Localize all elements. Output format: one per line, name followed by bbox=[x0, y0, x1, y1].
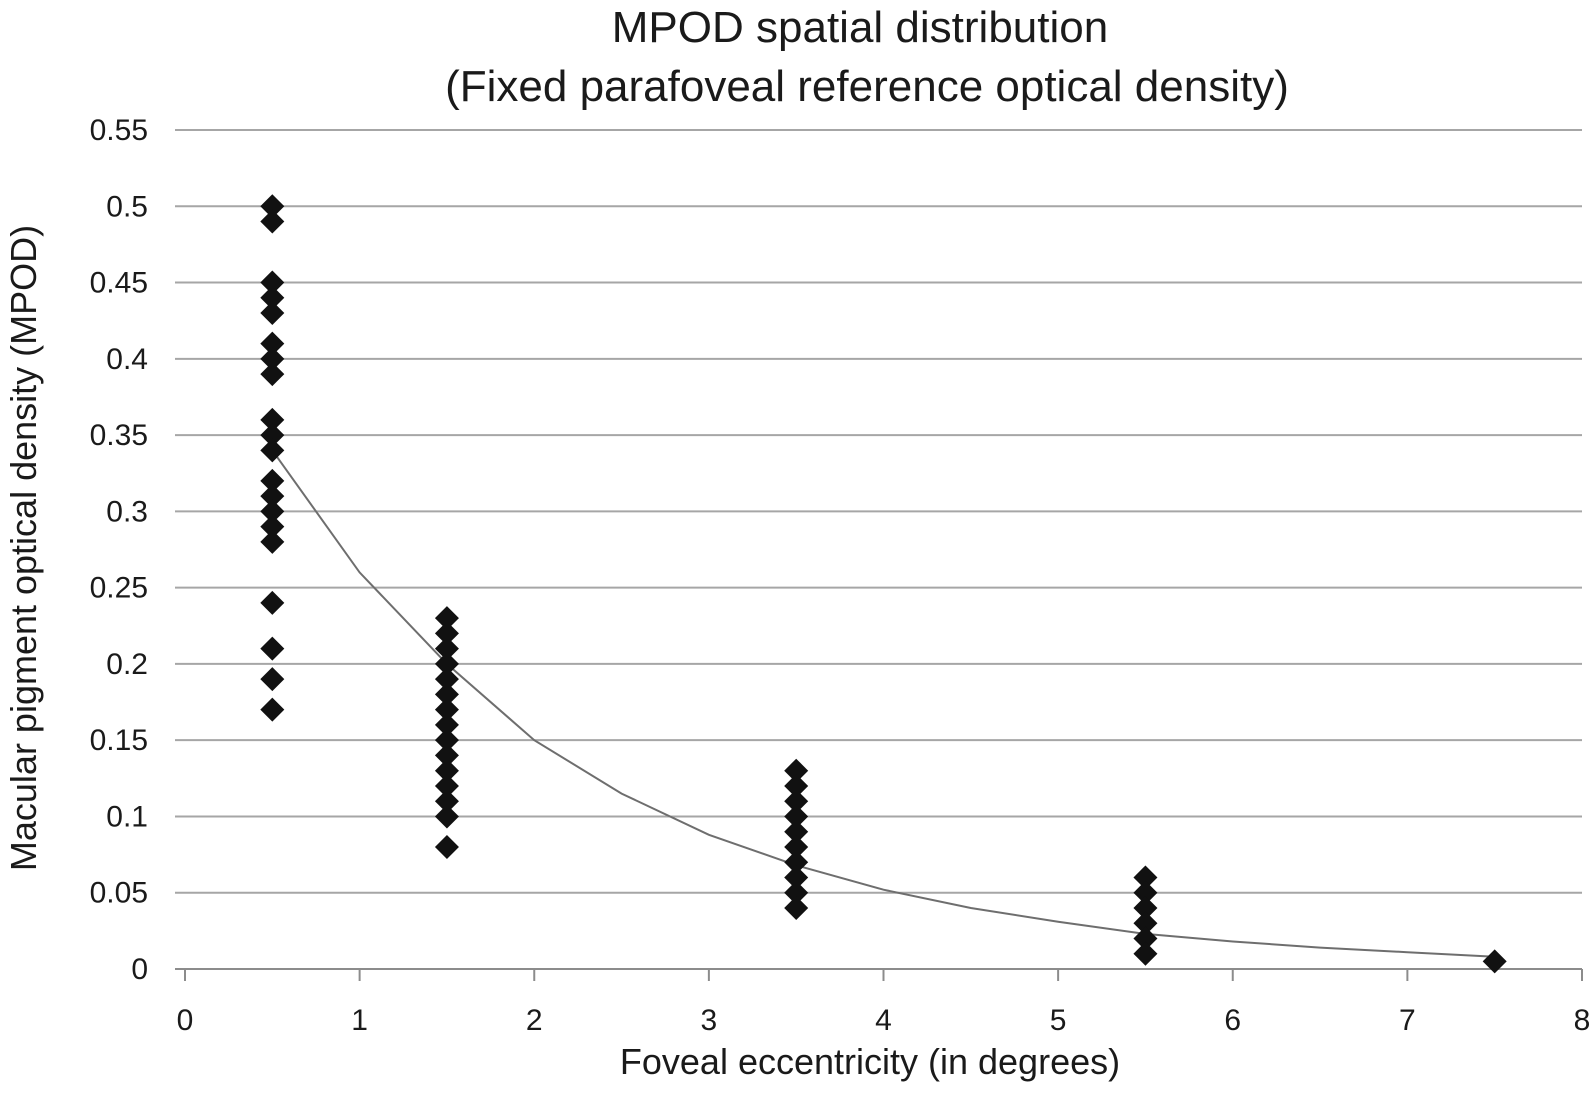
data-point bbox=[1133, 865, 1158, 890]
y-tick-label: 0.45 bbox=[90, 267, 148, 300]
x-tick-label: 0 bbox=[177, 1004, 194, 1037]
data-point bbox=[260, 468, 285, 493]
x-axis-label: Foveal eccentricity (in degrees) bbox=[620, 1041, 1120, 1082]
data-point bbox=[784, 834, 809, 859]
data-point bbox=[260, 362, 285, 387]
data-points bbox=[260, 194, 1507, 974]
data-point bbox=[260, 499, 285, 524]
data-point bbox=[260, 423, 285, 448]
data-point bbox=[784, 789, 809, 814]
data-point bbox=[260, 667, 285, 692]
data-point bbox=[784, 758, 809, 783]
data-point bbox=[434, 804, 459, 829]
data-point bbox=[260, 407, 285, 432]
data-point bbox=[434, 773, 459, 798]
data-point bbox=[1133, 911, 1158, 936]
data-point bbox=[784, 850, 809, 875]
data-point bbox=[1133, 926, 1158, 951]
data-point bbox=[434, 743, 459, 768]
data-point bbox=[260, 285, 285, 310]
data-point bbox=[434, 621, 459, 646]
y-axis-label: Macular pigment optical density (MPOD) bbox=[3, 225, 44, 871]
data-point bbox=[1482, 949, 1507, 974]
data-point bbox=[434, 651, 459, 676]
data-point bbox=[784, 804, 809, 829]
data-point bbox=[784, 895, 809, 920]
x-tick-label: 1 bbox=[351, 1004, 368, 1037]
x-tick-label: 4 bbox=[875, 1004, 892, 1037]
y-tick-label: 0.4 bbox=[106, 343, 148, 376]
chart-title: MPOD spatial distribution bbox=[612, 3, 1108, 52]
x-tick-label: 2 bbox=[526, 1004, 543, 1037]
data-point bbox=[784, 819, 809, 844]
data-point bbox=[260, 331, 285, 356]
data-point bbox=[434, 667, 459, 692]
data-point bbox=[434, 758, 459, 783]
data-point bbox=[260, 194, 285, 219]
y-tick-label: 0.35 bbox=[90, 419, 148, 452]
data-point bbox=[784, 880, 809, 905]
data-point bbox=[260, 270, 285, 295]
exponential-trendline bbox=[271, 449, 1495, 958]
data-point bbox=[434, 728, 459, 753]
x-tick-label: 8 bbox=[1574, 1004, 1591, 1037]
data-point bbox=[1133, 941, 1158, 966]
data-point bbox=[1133, 895, 1158, 920]
y-tick-labels: 0 0.05 0.1 0.15 0.2 0.25 0.3 0.35 0.4 0.45 0.5 0.55 bbox=[90, 114, 148, 986]
data-point bbox=[434, 682, 459, 707]
y-tick-label: 0.1 bbox=[106, 800, 148, 833]
data-point bbox=[1133, 880, 1158, 905]
y-tick-label: 0.05 bbox=[90, 877, 148, 910]
data-point bbox=[784, 865, 809, 890]
data-point bbox=[260, 697, 285, 722]
y-tick-label: 0.3 bbox=[106, 495, 148, 528]
data-point bbox=[434, 636, 459, 661]
data-point bbox=[434, 712, 459, 737]
data-point bbox=[260, 346, 285, 371]
y-tick-label: 0.55 bbox=[90, 114, 148, 147]
data-point bbox=[260, 209, 285, 234]
data-point bbox=[434, 697, 459, 722]
x-tick-label: 7 bbox=[1399, 1004, 1416, 1037]
data-point bbox=[260, 529, 285, 554]
data-point bbox=[260, 514, 285, 539]
y-tick-label: 0.15 bbox=[90, 724, 148, 757]
gridlines bbox=[175, 129, 1582, 894]
x-tick-labels: 0 1 2 3 4 5 6 7 8 bbox=[177, 1004, 1591, 1037]
chart-subtitle: (Fixed parafoveal reference optical dens… bbox=[445, 62, 1289, 111]
y-tick-label: 0.5 bbox=[106, 190, 148, 223]
y-tick-label: 0 bbox=[131, 953, 148, 986]
x-tick-label: 6 bbox=[1224, 1004, 1241, 1037]
data-point bbox=[434, 789, 459, 814]
data-point bbox=[260, 301, 285, 326]
data-point bbox=[260, 636, 285, 661]
data-point bbox=[434, 606, 459, 631]
y-tick-label: 0.2 bbox=[106, 648, 148, 681]
data-point bbox=[260, 484, 285, 509]
x-tick-label: 5 bbox=[1050, 1004, 1067, 1037]
data-point bbox=[784, 773, 809, 798]
axes bbox=[175, 968, 1583, 981]
data-point bbox=[260, 438, 285, 463]
data-point bbox=[434, 834, 459, 859]
x-tick-label: 3 bbox=[701, 1004, 718, 1037]
data-point bbox=[260, 590, 285, 615]
y-tick-label: 0.25 bbox=[90, 572, 148, 605]
